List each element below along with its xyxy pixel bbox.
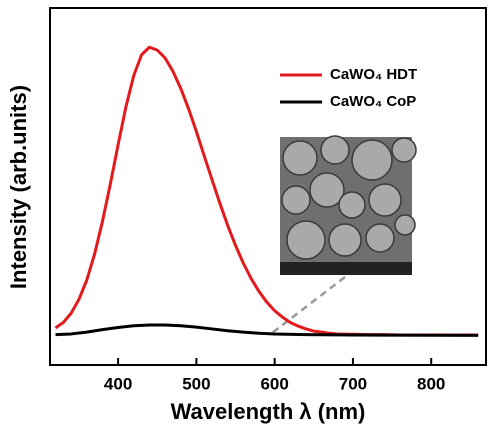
legend-label: CaWO₄ HDT [330, 66, 417, 83]
x-tick-label: 700 [339, 374, 367, 393]
x-tick-label: 400 [104, 374, 132, 393]
x-tick-label: 500 [182, 374, 210, 393]
y-axis-label: Intensity (arb.units) [6, 85, 31, 289]
x-tick-label: 800 [417, 374, 445, 393]
chart: Wavelength λ (nm) Intensity (arb.units) … [0, 0, 488, 433]
series-line [55, 47, 478, 335]
series-line [55, 325, 478, 335]
x-axis-label: Wavelength λ (nm) [171, 399, 366, 424]
inset-image [280, 136, 416, 275]
inset-pointer [272, 277, 345, 333]
legend-label: CaWO₄ CoP [330, 93, 416, 110]
inset-scalebar [280, 262, 412, 275]
plot-frame [50, 8, 486, 365]
x-tick-label: 600 [260, 374, 288, 393]
